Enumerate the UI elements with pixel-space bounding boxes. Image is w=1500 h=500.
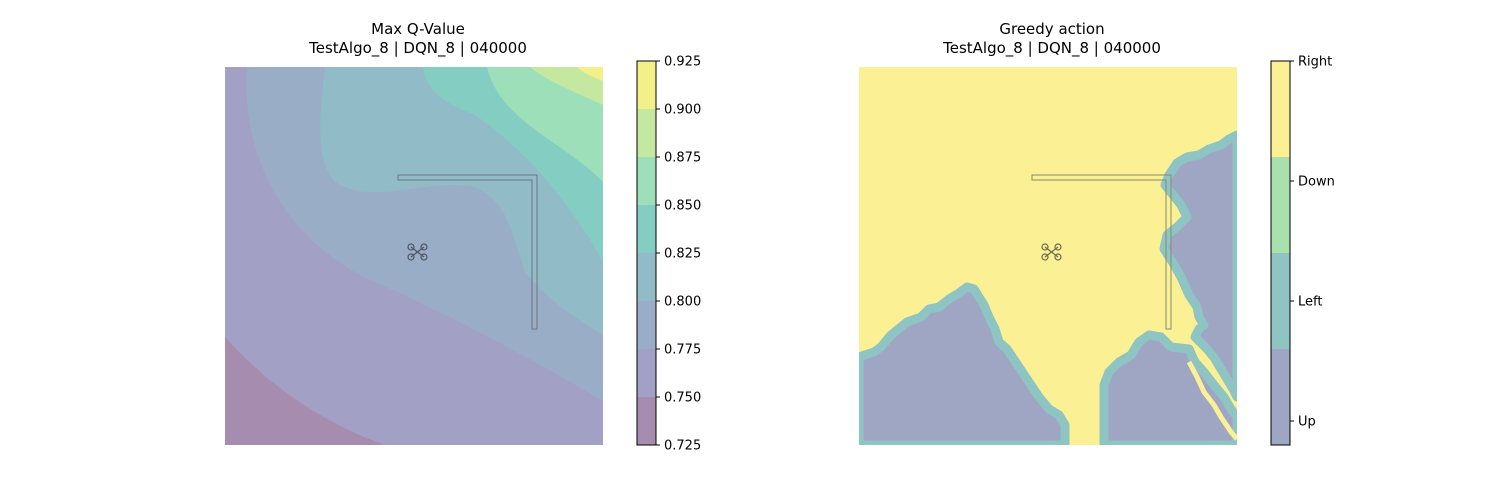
colorbar-tick-label: 0.825: [664, 247, 701, 262]
region-right-strip: [1186, 360, 1237, 441]
colorbar-tick-label: Down: [1298, 175, 1335, 190]
q-value-title-line1: Max Q-Value: [371, 20, 465, 38]
colorbar-tick-label: 0.775: [664, 343, 701, 358]
region-up-lower-middle: [1099, 330, 1237, 445]
q-band-0900-0925: [577, 67, 603, 81]
colorbar-band: [637, 349, 656, 397]
greedy-action-title-line2: TestAlgo_8 | DQN_8 | 040000: [943, 39, 1161, 57]
drone-icon: [407, 243, 428, 261]
colorbar-tick-label: 0.725: [664, 439, 701, 454]
colorbar-band: [637, 109, 656, 157]
colorbar-band: [637, 397, 656, 445]
q-band-0850-0875: [487, 67, 603, 182]
colorbar-band: [637, 301, 656, 349]
greedy-action-map: [859, 67, 1237, 445]
region-up-lower-left: [859, 282, 1070, 445]
l-shaped-wall: [397, 174, 538, 330]
colorbar-tick-label: 0.875: [664, 151, 701, 166]
colorbar-band: [637, 61, 656, 109]
greedy-action-title-line1: Greedy action: [999, 20, 1105, 38]
region-up-right: [1159, 130, 1237, 402]
colorbar-tick-label: Left: [1298, 295, 1322, 310]
greedy-action-title: Greedy action TestAlgo_8 | DQN_8 | 04000…: [852, 20, 1252, 58]
q-value-title: Max Q-Value TestAlgo_8 | DQN_8 | 040000: [218, 20, 618, 58]
colorbar-band: [637, 253, 656, 301]
q-value-title-line2: TestAlgo_8 | DQN_8 | 040000: [309, 39, 527, 57]
q-band-0750-0775: [225, 67, 603, 445]
colorbar-tick-label: 0.850: [664, 199, 701, 214]
colorbar-band: [1271, 253, 1290, 349]
colorbar-band: [637, 205, 656, 253]
l-shaped-wall: [1031, 174, 1172, 330]
colorbar-band: [1271, 61, 1290, 157]
q-value-heatmap: [225, 67, 603, 445]
colorbar-band: [1271, 157, 1290, 253]
colorbar-frame: [1270, 60, 1291, 446]
colorbar-band: [1271, 349, 1290, 445]
colorbar-tick-label: 0.800: [664, 295, 701, 310]
greedy-action-colorbar: Right Down Left Up: [1270, 55, 1335, 446]
drone-icon: [1041, 243, 1062, 261]
colorbar-tick-label: 0.900: [664, 103, 701, 118]
q-band-0875-0900: [530, 67, 603, 105]
colorbar-tick-label: 0.750: [664, 391, 701, 406]
q-value-colorbar: 0.925 0.900 0.875 0.850 0.825 0.800 0.775 0.750…: [636, 55, 701, 454]
colorbar-tick-label: Up: [1298, 415, 1316, 430]
colorbar-tick-label: 0.925: [664, 55, 701, 70]
q-band-0725-0750: [225, 337, 385, 445]
colorbar-band: [637, 157, 656, 205]
colorbar-tick-label: Right: [1298, 55, 1332, 70]
